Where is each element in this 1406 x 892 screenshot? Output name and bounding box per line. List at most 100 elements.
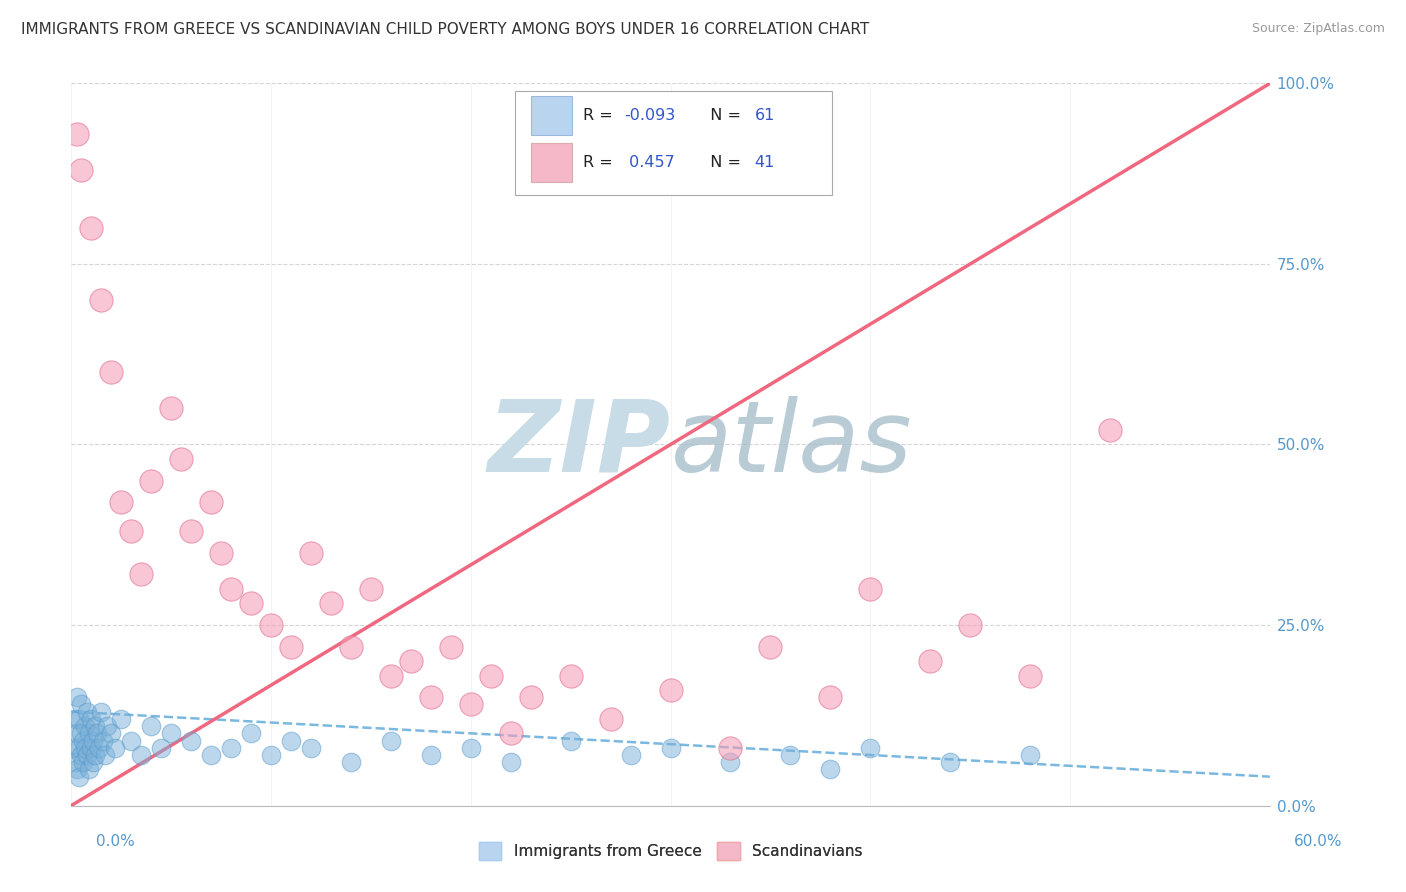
Point: [75, 719, 97, 733]
Point: [180, 524, 202, 538]
Point: [419, 747, 441, 762]
Point: [219, 582, 242, 596]
Point: [80, 740, 103, 755]
Text: -0.093: -0.093: [624, 109, 675, 123]
Point: [129, 747, 152, 762]
Point: [560, 733, 582, 747]
Point: [66, 763, 89, 777]
Point: [104, 740, 127, 755]
Point: [820, 763, 842, 777]
FancyBboxPatch shape: [531, 96, 572, 136]
Point: [129, 567, 152, 582]
Point: [619, 747, 641, 762]
Point: [240, 596, 263, 610]
Point: [90, 293, 112, 307]
Point: [70, 698, 93, 712]
Point: [180, 733, 202, 747]
Point: [66, 127, 89, 141]
Point: [759, 640, 782, 654]
Point: [120, 524, 142, 538]
Point: [280, 733, 302, 747]
Point: [70, 726, 93, 740]
Point: [240, 726, 263, 740]
Point: [66, 690, 89, 705]
Point: [141, 474, 163, 488]
Point: [67, 770, 90, 784]
Point: [779, 747, 801, 762]
FancyBboxPatch shape: [515, 91, 832, 195]
Point: [599, 712, 621, 726]
Text: R =: R =: [583, 155, 617, 170]
Point: [110, 495, 132, 509]
Point: [90, 705, 112, 719]
Point: [499, 726, 522, 740]
Text: 0.0%: 0.0%: [96, 834, 135, 849]
Point: [77, 726, 100, 740]
Point: [1019, 747, 1042, 762]
Text: atlas: atlas: [671, 396, 912, 493]
Point: [299, 546, 322, 560]
Point: [70, 163, 93, 178]
Point: [96, 719, 118, 733]
Point: [89, 740, 111, 755]
Point: [62, 740, 84, 755]
Point: [200, 495, 222, 509]
Point: [280, 640, 302, 654]
Point: [939, 756, 962, 770]
Point: [859, 740, 882, 755]
Point: [260, 618, 283, 632]
Point: [170, 452, 193, 467]
Point: [65, 756, 87, 770]
FancyBboxPatch shape: [531, 144, 572, 182]
Text: 61: 61: [755, 109, 775, 123]
Point: [150, 740, 173, 755]
Point: [920, 654, 942, 668]
Text: 0.457: 0.457: [624, 155, 675, 170]
Point: [460, 740, 482, 755]
Point: [720, 756, 742, 770]
Point: [659, 740, 682, 755]
Point: [219, 740, 242, 755]
Point: [460, 698, 482, 712]
Point: [959, 618, 981, 632]
Point: [859, 582, 882, 596]
Text: 41: 41: [755, 155, 775, 170]
Point: [419, 690, 441, 705]
Point: [380, 733, 402, 747]
Text: R =: R =: [583, 109, 617, 123]
Point: [70, 747, 93, 762]
Point: [380, 668, 402, 682]
Text: ZIP: ZIP: [488, 396, 671, 493]
Point: [84, 719, 107, 733]
Point: [440, 640, 463, 654]
Point: [160, 726, 183, 740]
Legend: Immigrants from Greece, Scandinavians: Immigrants from Greece, Scandinavians: [472, 836, 869, 866]
Point: [66, 726, 89, 740]
Point: [209, 546, 232, 560]
Point: [519, 690, 541, 705]
Point: [720, 740, 742, 755]
Point: [67, 712, 90, 726]
Point: [1019, 668, 1042, 682]
Point: [72, 756, 94, 770]
Point: [84, 747, 107, 762]
Point: [91, 733, 114, 747]
Point: [820, 690, 842, 705]
Point: [399, 654, 422, 668]
Text: N =: N =: [700, 155, 747, 170]
Point: [75, 740, 97, 755]
Point: [94, 747, 117, 762]
Point: [77, 763, 100, 777]
Point: [659, 683, 682, 698]
Point: [76, 705, 98, 719]
Point: [160, 401, 183, 416]
Text: IMMIGRANTS FROM GREECE VS SCANDINAVIAN CHILD POVERTY AMONG BOYS UNDER 16 CORRELA: IMMIGRANTS FROM GREECE VS SCANDINAVIAN C…: [21, 22, 869, 37]
Point: [100, 365, 122, 379]
Point: [110, 712, 132, 726]
Point: [1098, 423, 1121, 437]
Point: [67, 740, 90, 755]
Point: [80, 220, 103, 235]
Text: N =: N =: [700, 109, 747, 123]
Point: [499, 756, 522, 770]
Point: [76, 747, 98, 762]
